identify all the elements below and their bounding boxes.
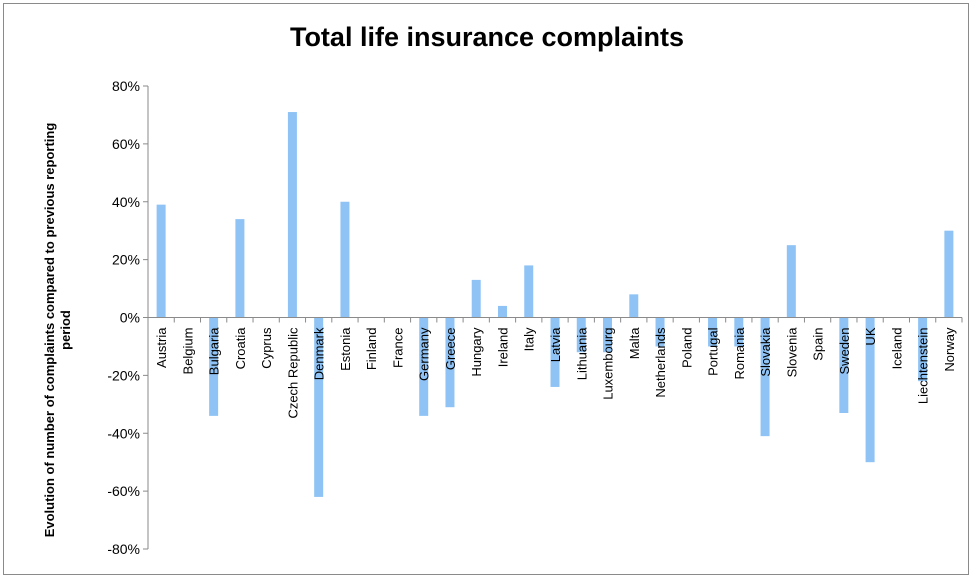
bar — [287, 112, 297, 318]
bar — [524, 265, 534, 318]
bar — [156, 204, 166, 318]
x-tick-label: Slovenia — [784, 327, 799, 378]
x-tick-label: UK — [863, 327, 878, 345]
bar — [209, 317, 219, 416]
x-tick-label: Liechtenstein — [916, 328, 931, 405]
y-tick-label: -40% — [107, 425, 140, 441]
bar — [576, 317, 586, 353]
bar — [445, 317, 455, 408]
x-tick-label: Spain — [811, 328, 826, 361]
x-tick-label: Italy — [522, 327, 537, 351]
bar — [235, 219, 245, 318]
bar — [786, 245, 796, 318]
bar — [340, 201, 350, 318]
x-tick-label: Ireland — [495, 328, 510, 368]
x-tick-label: Portugal — [706, 327, 721, 376]
x-tick-label: Denmark — [312, 327, 327, 380]
bar — [708, 317, 718, 347]
chart-title: Total life insurance complaints — [289, 22, 685, 52]
bar — [760, 317, 770, 437]
x-tick-label: Bulgaria — [207, 327, 222, 375]
x-tick-label: Greece — [443, 328, 458, 371]
x-tick-label: France — [390, 328, 405, 368]
x-tick-label: Croatia — [233, 327, 248, 370]
x-tick-label: Estonia — [338, 327, 353, 371]
bar — [944, 230, 954, 318]
x-tick-label: Malta — [627, 327, 642, 360]
bar — [918, 317, 928, 382]
bar — [471, 279, 481, 318]
bar — [734, 317, 744, 347]
x-tick-label: Finland — [364, 328, 379, 371]
bar — [314, 317, 324, 497]
x-tick-label: Cyprus — [259, 327, 274, 369]
x-tick-label: Romania — [732, 327, 747, 380]
y-tick-label: -60% — [107, 483, 140, 499]
x-tick-label: Luxembourg — [601, 328, 616, 400]
y-tick-label: 80% — [112, 78, 140, 94]
bar — [419, 317, 429, 416]
bar — [839, 317, 849, 413]
x-tick-label: Norway — [942, 327, 957, 372]
y-tick-label: 20% — [112, 252, 140, 268]
y-tick-label: 0% — [120, 310, 140, 326]
x-tick-label: Latvia — [548, 327, 563, 362]
x-tick-label: Hungary — [469, 327, 484, 377]
x-tick-label: Slovakia — [758, 327, 773, 377]
x-tick-label: Iceland — [889, 328, 904, 370]
y-tick-label: -20% — [107, 367, 140, 383]
y-tick-label: -80% — [107, 541, 140, 557]
y-tick-label: 40% — [112, 194, 140, 210]
bar — [603, 317, 613, 353]
x-tick-label: Belgium — [180, 328, 195, 375]
y-tick-label: 60% — [112, 136, 140, 152]
bar — [550, 317, 560, 387]
x-tick-label: Poland — [679, 328, 694, 368]
bar — [629, 294, 639, 318]
x-tick-label: Germany — [417, 327, 432, 381]
bar — [497, 305, 507, 318]
x-tick-label: Netherlands — [653, 327, 668, 398]
bar — [865, 317, 875, 463]
x-tick-label: Lithuania — [574, 327, 589, 381]
x-tick-label: Austria — [154, 327, 169, 368]
x-tick-label: Sweden — [837, 328, 852, 375]
x-tick-label: Czech Republic — [285, 327, 300, 419]
bar — [655, 317, 665, 347]
